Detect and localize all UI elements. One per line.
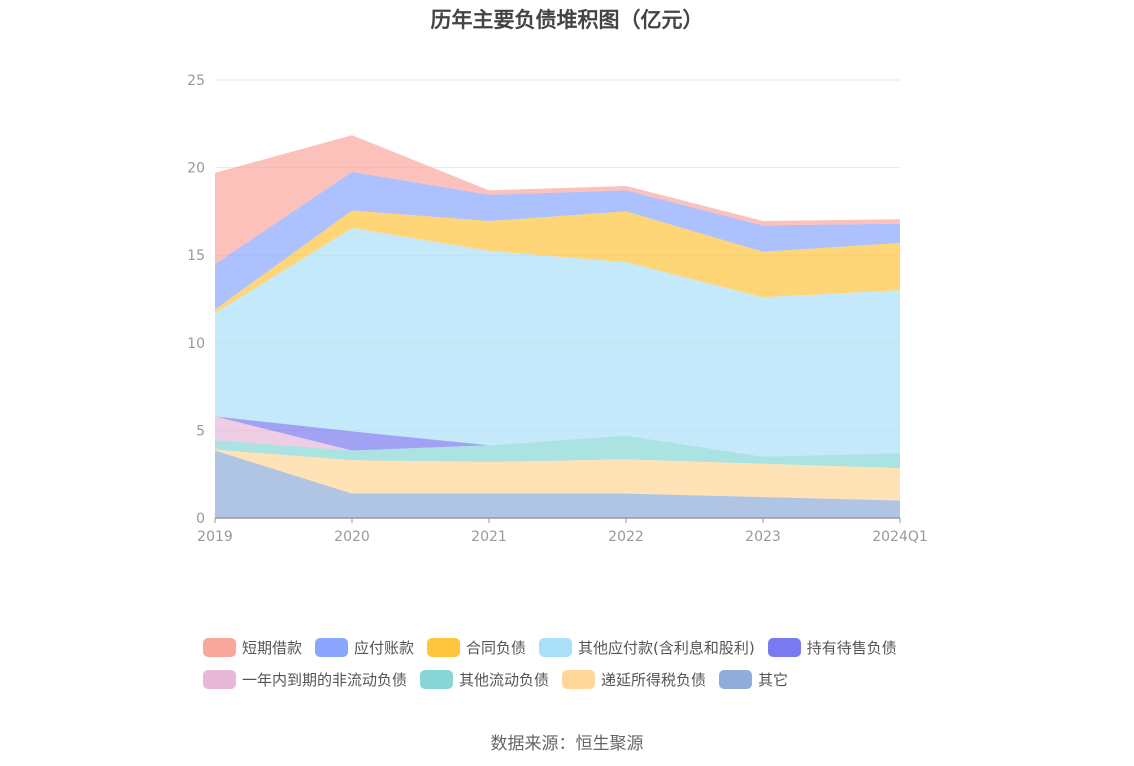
legend-label: 其他应付款(含利息和股利) [578,638,755,657]
area-series [215,228,900,457]
chart-title: 历年主要负债堆积图（亿元） [430,8,704,32]
y-tick-label: 25 [187,73,205,89]
area-series [215,450,900,518]
legend-swatch [719,669,753,689]
x-tick-label: 2019 [197,529,233,545]
x-tick-label: 2020 [334,529,370,545]
data-source: 数据来源：恒生聚源 [490,734,644,754]
x-tick-label: 2021 [471,529,507,545]
legend-label: 合同负债 [466,638,527,657]
legend-swatch [420,669,454,689]
legend-label: 递延所得税负债 [601,670,707,689]
legend-swatch [427,637,461,657]
legend-item[interactable]: 合同负债 [427,637,526,658]
legend-swatch [203,669,236,689]
legend-label: 应付账款 [354,638,415,657]
area-series [215,171,900,310]
x-tick-label: 2024Q1 [872,529,928,545]
legend-label: 持有待售负债 [806,638,897,657]
area-series [215,135,900,264]
x-tick-label: 2023 [745,529,781,545]
legend-swatch [767,637,801,657]
area-series [215,210,900,314]
legend-item[interactable]: 一年内到期的非流动负债 [203,669,407,690]
chart-legend: 短期借款 应付账款 合同负债 其他应付款(含利息和股利) 持有待售负债 一年内到期的非流… [203,631,983,695]
legend-item[interactable]: 递延所得税负债 [562,669,706,690]
y-tick-label: 5 [196,423,205,439]
area-series [215,435,900,469]
legend-item[interactable]: 应付账款 [315,637,414,658]
legend-row: 一年内到期的非流动负债 其他流动负债 递延所得税负债 其它 [203,663,983,695]
area-series [215,416,900,457]
legend-swatch [315,637,349,657]
x-tick-label: 2022 [608,529,644,545]
legend-item[interactable]: 其它 [719,669,788,690]
y-tick-label: 15 [187,248,205,264]
legend-label: 其他流动负债 [459,670,550,689]
legend-item[interactable]: 其他应付款(含利息和股利) [539,637,755,658]
legend-label: 其它 [758,670,789,689]
legend-swatch [203,637,236,657]
y-tick-label: 10 [187,336,205,352]
legend-swatch [539,637,573,657]
legend-label: 一年内到期的非流动负债 [242,670,408,689]
y-tick-label: 20 [187,161,205,177]
legend-item[interactable]: 持有待售负债 [767,637,897,658]
legend-item[interactable]: 其他流动负债 [420,669,549,690]
legend-label: 短期借款 [242,638,303,657]
y-tick-label: 0 [196,511,205,527]
legend-row: 短期借款 应付账款 合同负债 其他应付款(含利息和股利) 持有待售负债 [203,631,983,663]
stacked-area-chart: 0 5 10 15 20 25 2019 2020 2021 2022 2023 2024Q1 [187,73,928,545]
legend-item[interactable]: 短期借款 [203,637,302,658]
legend-swatch [562,669,596,689]
area-series [215,449,900,501]
